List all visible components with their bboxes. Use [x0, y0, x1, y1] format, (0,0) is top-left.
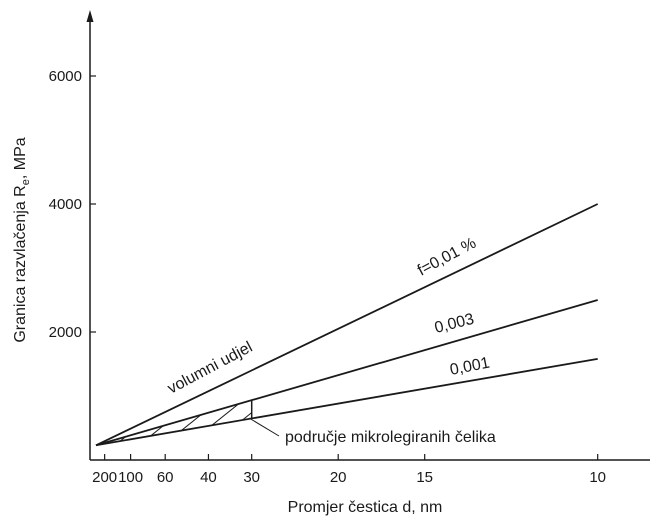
x-ticks: 200 100 60 40 30 20 15 10 — [92, 454, 606, 486]
series-label-0003: 0,003 — [433, 311, 476, 337]
series-lines — [96, 204, 598, 445]
hatch-line — [204, 310, 404, 470]
shaded-region-hatching — [0, 310, 650, 470]
y-tick-label: 6000 — [49, 68, 82, 85]
hatch-line — [372, 310, 572, 470]
x-tick-label: 200 — [92, 469, 117, 486]
x-tick-label: 30 — [243, 469, 260, 486]
x-axis-title: Promjer čestica d, nm — [288, 499, 443, 516]
series-label-f-001: f=0,01 % — [415, 235, 479, 280]
hatch-line — [324, 310, 524, 470]
hatch-line — [420, 310, 620, 470]
y-tick-label: 2000 — [49, 324, 82, 341]
x-tick-label: 40 — [200, 469, 217, 486]
hatch-line — [300, 310, 500, 470]
hatch-line — [492, 310, 650, 470]
y-axis-arrow — [87, 10, 94, 22]
volume-fraction-annotation: volumni udjel — [165, 339, 255, 398]
hatch-line — [396, 310, 596, 470]
hatch-line — [444, 310, 644, 470]
hatch-line — [468, 310, 650, 470]
series-label-0001: 0,001 — [449, 355, 492, 379]
y-ticks: 2000 4000 6000 — [49, 68, 96, 341]
x-tick-label: 100 — [118, 469, 143, 486]
x-tick-label: 10 — [589, 469, 606, 486]
y-axis-title-main: Granica razvlačenja R — [12, 185, 29, 342]
x-tick-label: 60 — [157, 469, 174, 486]
series-line — [96, 204, 598, 445]
y-axis-title: Granica razvlačenja Re, MPa — [12, 137, 32, 342]
x-tick-label: 15 — [416, 469, 433, 486]
y-axis-title-suffix: , MPa — [12, 137, 29, 179]
hatch-line — [132, 310, 332, 470]
region-leader-line — [249, 418, 279, 436]
x-tick-label: 20 — [330, 469, 347, 486]
region-label: područje mikrolegiranih čelika — [285, 429, 496, 446]
hatch-line — [108, 310, 308, 470]
y-tick-label: 4000 — [49, 196, 82, 213]
